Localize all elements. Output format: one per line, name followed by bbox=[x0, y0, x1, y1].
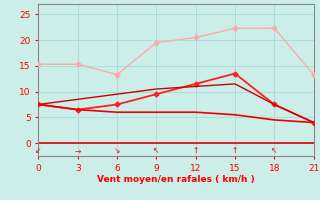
Text: ↑: ↑ bbox=[192, 146, 199, 155]
X-axis label: Vent moyen/en rafales ( km/h ): Vent moyen/en rafales ( km/h ) bbox=[97, 175, 255, 184]
Text: ↖: ↖ bbox=[153, 146, 160, 155]
Text: ↙: ↙ bbox=[35, 146, 42, 155]
Text: ↘: ↘ bbox=[114, 146, 120, 155]
Text: ↑: ↑ bbox=[232, 146, 238, 155]
Text: →: → bbox=[75, 146, 81, 155]
Text: ↖: ↖ bbox=[271, 146, 277, 155]
